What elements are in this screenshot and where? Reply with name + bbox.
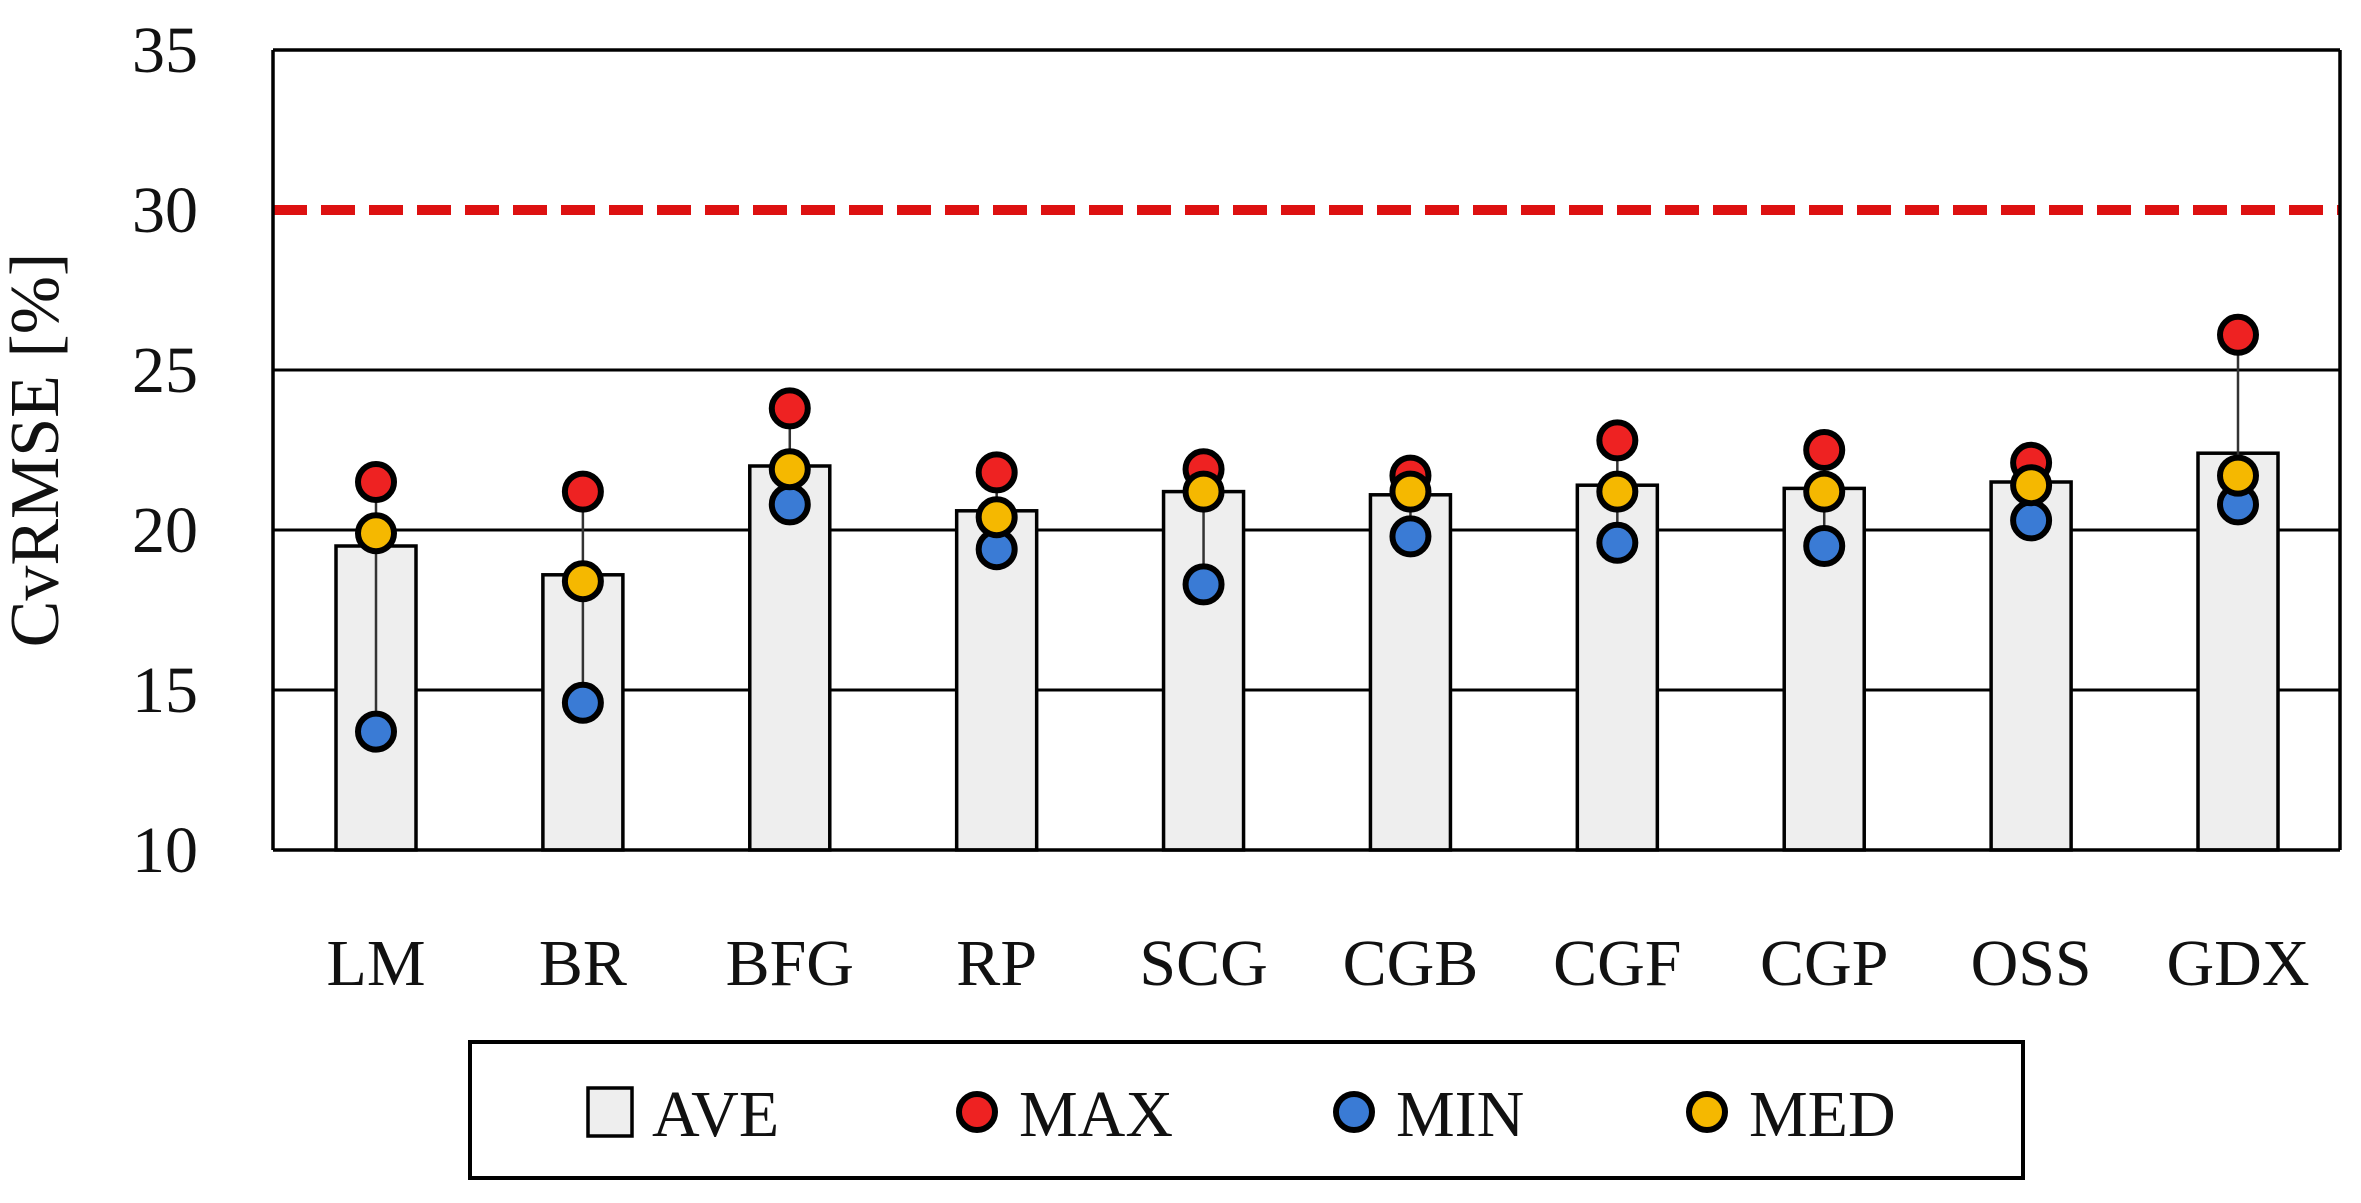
point-min [355, 710, 397, 753]
legend-marker-max [956, 1091, 998, 1133]
point-max [975, 451, 1018, 494]
legend-box [468, 1040, 2025, 1180]
y-tick-labels: 10 15 20 25 30 35 [132, 14, 198, 887]
point-series [355, 313, 2259, 753]
legend-label-ave: AVE [652, 1078, 779, 1151]
point-med [975, 496, 1018, 539]
point-min [1389, 515, 1432, 558]
point-min [768, 483, 811, 526]
point-med [1182, 470, 1225, 513]
y-tick-label: 30 [132, 174, 198, 247]
legend-swatch-ave [586, 1086, 634, 1138]
point-max [355, 461, 397, 503]
point-med [1596, 470, 1639, 513]
bar-series-ave [334, 451, 2280, 852]
x-category-label: BR [539, 927, 627, 1000]
x-category-label: CGB [1343, 927, 1479, 1000]
legend-label-max: MAX [1019, 1078, 1173, 1151]
point-med [355, 512, 397, 555]
point-min [1182, 563, 1225, 606]
point-min [2010, 499, 2053, 542]
x-category-label: BFG [726, 927, 854, 1000]
y-tick-label: 15 [132, 654, 198, 727]
x-category-label: SCG [1139, 927, 1267, 1000]
x-category-labels: LM BR BFG RP SCG CGB CGF CGP OSS GDX [327, 927, 2310, 1000]
point-min [561, 681, 604, 724]
axes [271, 48, 2342, 852]
range-whiskers [374, 334, 2240, 732]
point-max [1803, 429, 1846, 471]
point-min [1803, 525, 1846, 567]
point-med [2010, 464, 2053, 507]
y-tick-label: 10 [132, 814, 198, 887]
y-axis-title: CvRMSE [%] [0, 253, 74, 648]
x-category-label: CGP [1760, 927, 1888, 1000]
point-max [2217, 313, 2259, 356]
legend-marker-min [1333, 1091, 1375, 1133]
y-tick-label: 25 [132, 334, 198, 407]
point-max [1596, 419, 1639, 462]
point-min [1596, 521, 1639, 564]
y-tick-label: 20 [132, 494, 198, 567]
x-category-label: GDX [2167, 927, 2310, 1000]
point-med [2217, 454, 2259, 497]
legend-marker-med [1686, 1091, 1728, 1133]
point-med [561, 560, 604, 603]
bar-ave [1989, 480, 2073, 852]
y-tick-label: 35 [132, 14, 198, 87]
point-med [1803, 470, 1846, 513]
point-max [768, 387, 811, 430]
point-med [1389, 470, 1432, 513]
x-category-label: RP [956, 927, 1037, 1000]
x-category-label: CGF [1553, 927, 1681, 1000]
x-category-label: LM [327, 927, 426, 1000]
legend-label-med: MED [1749, 1078, 1896, 1151]
point-max [561, 470, 604, 513]
legend: AVE MAX MIN MED [468, 1040, 2025, 1180]
point-med [768, 448, 811, 491]
legend-label-min: MIN [1396, 1078, 1524, 1151]
x-category-label: OSS [1971, 927, 2092, 1000]
